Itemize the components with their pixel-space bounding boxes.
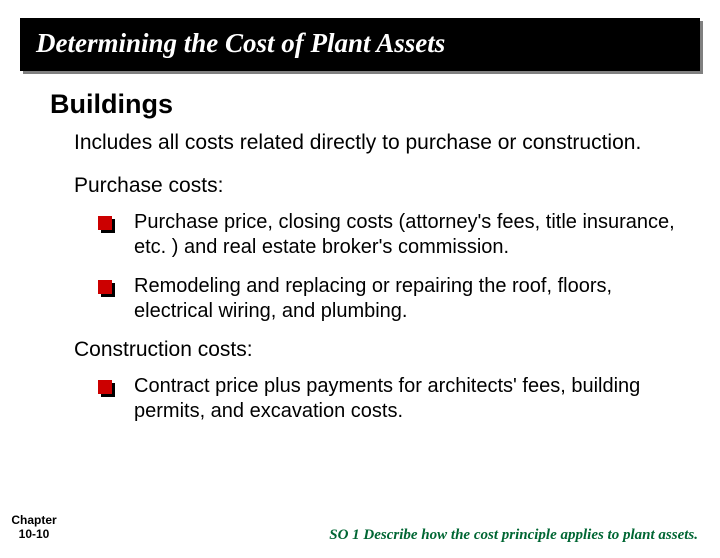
construction-costs-label: Construction costs: bbox=[74, 338, 680, 362]
intro-text: Includes all costs related directly to p… bbox=[74, 130, 680, 156]
list-item: Remodeling and replacing or repairing th… bbox=[98, 274, 680, 324]
list-item-text: Contract price plus payments for archite… bbox=[134, 375, 640, 422]
bullet-icon bbox=[98, 216, 112, 230]
list-item-text: Remodeling and replacing or repairing th… bbox=[134, 275, 612, 322]
bullet-icon bbox=[98, 380, 112, 394]
bullet-icon bbox=[98, 280, 112, 294]
list-item: Contract price plus payments for archite… bbox=[98, 374, 680, 424]
slide-title: Determining the Cost of Plant Assets bbox=[36, 28, 684, 59]
content-area: Buildings Includes all costs related dir… bbox=[0, 71, 720, 424]
construction-costs-list: Contract price plus payments for archite… bbox=[98, 374, 680, 424]
purchase-costs-list: Purchase price, closing costs (attorney'… bbox=[98, 210, 680, 324]
chapter-label: Chapter 10-10 bbox=[6, 514, 62, 542]
title-banner: Determining the Cost of Plant Assets bbox=[20, 18, 700, 71]
footer-objective: SO 1 Describe how the cost principle app… bbox=[329, 527, 698, 544]
list-item-text: Purchase price, closing costs (attorney'… bbox=[134, 211, 675, 258]
section-heading: Buildings bbox=[50, 89, 680, 120]
chapter-word: Chapter bbox=[11, 513, 56, 527]
chapter-number: 10-10 bbox=[19, 527, 50, 541]
purchase-costs-label: Purchase costs: bbox=[74, 174, 680, 198]
list-item: Purchase price, closing costs (attorney'… bbox=[98, 210, 680, 260]
